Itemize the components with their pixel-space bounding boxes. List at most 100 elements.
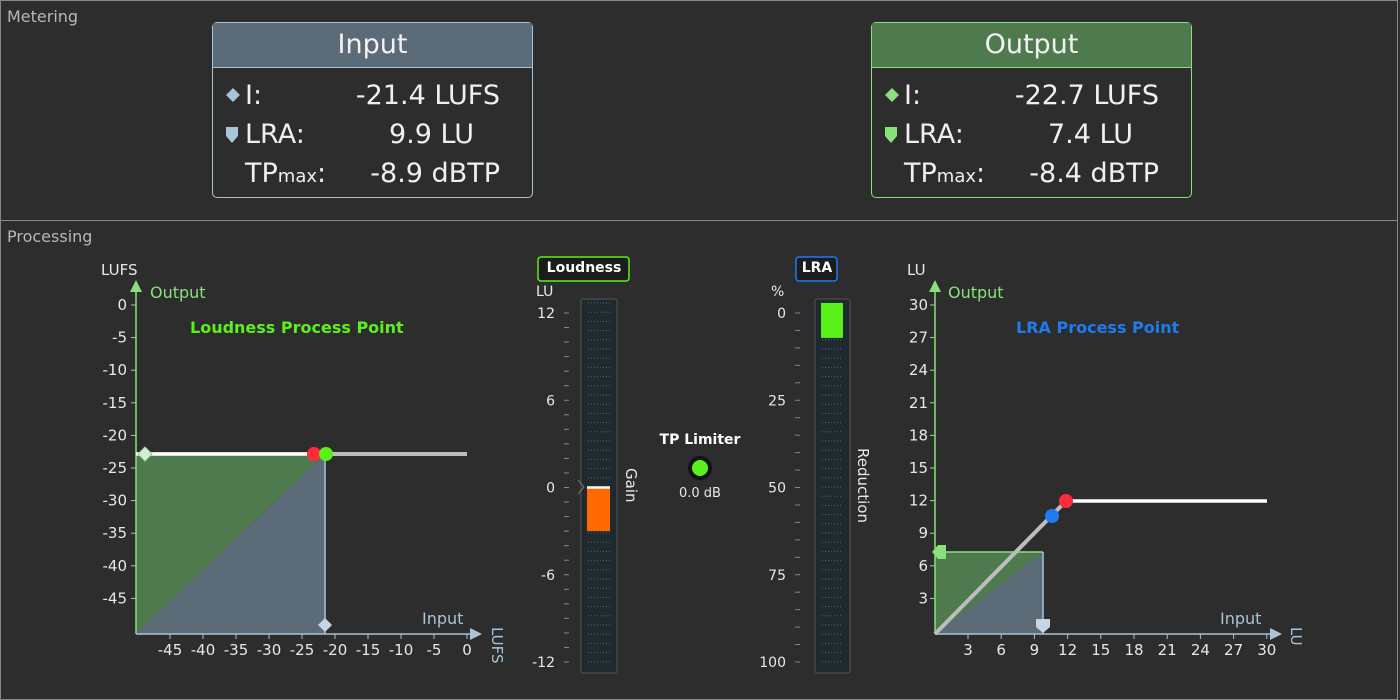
output-tpmax-row: TPmax: -8.4 dBTP (872, 158, 1191, 192)
x-tick-label: 12 (1058, 641, 1077, 659)
tp-limiter-led (692, 460, 708, 476)
x-tick-label: -20 (323, 641, 348, 659)
loudness-x-axis-label: Input (422, 609, 464, 628)
lra-meter-unit: % (771, 284, 785, 300)
gain-bar (587, 487, 610, 532)
output-tp-label: TPmax: (904, 158, 986, 189)
output-meter-box: Output I: -22.7 LUFS LRA: 7.4 LU TPmax: … (871, 22, 1192, 198)
meter-tick-label: 50 (768, 481, 786, 497)
x-tick-label: -35 (224, 641, 249, 659)
x-tick-label: 24 (1191, 641, 1210, 659)
lra-y-unit: LU (907, 261, 926, 279)
y-tick-label: 24 (909, 361, 928, 379)
loudness-chart-title: Loudness Process Point (190, 318, 404, 337)
lra-badge[interactable] (795, 256, 838, 282)
output-lra-value: 7.4 LU (1048, 119, 1133, 150)
y-tick-label: 9 (918, 524, 928, 542)
loudness-badge-label: Loudness (546, 260, 622, 276)
y-tick-label: 0 (117, 296, 127, 314)
process-point[interactable] (319, 447, 333, 461)
zero-marker (577, 479, 585, 495)
output-diamond-icon (137, 446, 153, 462)
meter-tick-label: 100 (759, 655, 786, 671)
input-tpmax-row: TPmax: -8.9 dBTP (213, 158, 532, 192)
y-tick-label: -40 (103, 557, 128, 575)
input-lra-label: LRA: (245, 119, 305, 150)
transfer-curve (933, 499, 1068, 636)
y-tick-label: -30 (103, 492, 128, 510)
lra-reduction-meter: 0 25 50 75 100 (759, 256, 851, 674)
x-tick-label: -15 (356, 641, 381, 659)
diamond-marker-icon (226, 88, 240, 102)
reduction-label: Reduction (854, 448, 872, 523)
loudness-process-chart: 0 -5 -10 -15 -20 -25 -30 -35 -40 -45 -45 -40 -35 -30… (103, 280, 482, 659)
y-tick-label: 30 (909, 296, 928, 314)
lra-x-unit: LU (1287, 627, 1305, 646)
meter-tick-label: 75 (768, 568, 786, 584)
x-tick-label: -45 (158, 641, 183, 659)
input-marker-icon (1036, 619, 1050, 633)
x-tick-label: -25 (290, 641, 315, 659)
x-tick-label: 9 (1030, 641, 1040, 659)
input-meter-title: Input (213, 23, 532, 68)
input-i-value: -21.4 LUFS (355, 80, 500, 111)
input-area (136, 454, 325, 634)
loudness-y-unit: LUFS (101, 261, 138, 279)
output-i-value: -22.7 LUFS (1014, 80, 1159, 111)
x-tick-label: 3 (963, 641, 973, 659)
meter-tick-label: 12 (537, 306, 555, 322)
x-tick-label: 0 (462, 641, 472, 659)
processing-title: Processing (7, 227, 93, 246)
y-tick-label: 27 (909, 329, 928, 347)
loudness-badge[interactable] (537, 256, 630, 282)
lra-process-chart: 30 27 24 21 18 15 12 9 6 3 3 6 9 12 15 18 21 24 27 30 (909, 280, 1282, 659)
lra-x-axis-label: Input (1220, 609, 1262, 628)
y-tick-label: 15 (909, 459, 928, 477)
y-tick-label: 3 (918, 589, 928, 607)
y-tick-label: 18 (909, 426, 928, 444)
target-point[interactable] (307, 447, 321, 461)
meter-tick-label: -6 (541, 568, 555, 584)
x-tick-label: -5 (427, 641, 442, 659)
process-point[interactable] (1045, 509, 1059, 523)
output-marker-icon (932, 545, 946, 559)
loudness-meter-unit: LU (536, 284, 554, 300)
reduction-meter-track (814, 298, 851, 674)
meter-tick-label: 25 (768, 393, 786, 409)
meter-tick-label: 0 (546, 481, 555, 497)
lra-badge-label: LRA (801, 260, 833, 276)
y-tick-label: -10 (103, 361, 128, 379)
x-tick-label: 15 (1091, 641, 1110, 659)
input-meter-box: Input I: -21.4 LUFS LRA: 9.9 LU TPmax: -… (212, 22, 533, 198)
x-tick-label: -30 (257, 641, 282, 659)
output-meter-title: Output (872, 23, 1191, 68)
gain-meter-track (580, 298, 618, 674)
input-integrated-row: I: -21.4 LUFS (213, 80, 532, 114)
output-area (935, 552, 1043, 634)
output-tp-value: -8.4 dBTP (1029, 158, 1159, 189)
output-lra-label: LRA: (904, 119, 964, 150)
y-tick-label: -25 (103, 459, 128, 477)
y-tick-label: -35 (103, 524, 128, 542)
meter-tick-label: 0 (777, 306, 786, 322)
meter-tick-label: -12 (532, 655, 555, 671)
y-tick-label: -5 (112, 329, 127, 347)
gain-label: Gain (622, 468, 640, 503)
x-tick-label: 30 (1257, 641, 1276, 659)
x-tick-label: 6 (996, 641, 1006, 659)
lra-y-axis-label: Output (948, 283, 1004, 302)
x-tick-label: -40 (191, 641, 216, 659)
input-diamond-icon (318, 618, 332, 632)
y-tick-label: 6 (918, 557, 928, 575)
diamond-marker-icon (885, 88, 899, 102)
loudness-gain-meter: 12 6 0 -6 -12 (532, 256, 630, 674)
loudness-y-axis-label: Output (150, 283, 206, 302)
x-tick-label: 18 (1124, 641, 1143, 659)
y-tick-label: -45 (103, 589, 128, 607)
y-tick-label: -15 (103, 394, 128, 412)
target-point[interactable] (1059, 494, 1073, 508)
shield-marker-icon (885, 127, 897, 143)
y-tick-label: -20 (103, 426, 128, 444)
output-lra-row: LRA: 7.4 LU (872, 119, 1191, 153)
